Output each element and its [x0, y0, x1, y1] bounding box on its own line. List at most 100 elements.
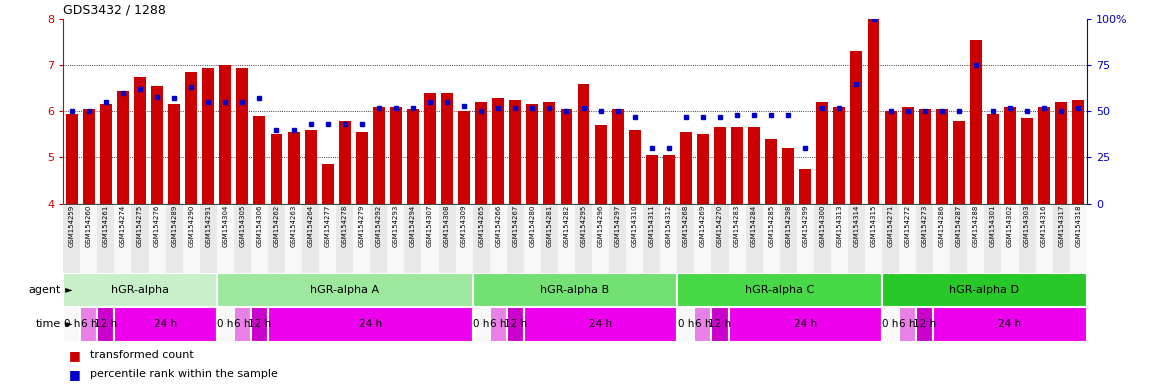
Text: ■: ■	[69, 368, 85, 381]
Bar	[370, 204, 388, 273]
Bar	[270, 134, 283, 204]
Bar	[151, 86, 163, 204]
Bar	[100, 104, 112, 204]
Bar	[882, 273, 1087, 307]
Bar	[422, 204, 438, 273]
Bar	[595, 125, 606, 204]
Bar	[1021, 118, 1033, 204]
Text: GSM154284: GSM154284	[751, 205, 757, 247]
Bar	[83, 109, 94, 204]
Bar	[917, 307, 934, 342]
Text: 24 h: 24 h	[589, 319, 612, 329]
Text: GSM154306: GSM154306	[256, 205, 262, 247]
Bar	[540, 204, 558, 273]
Bar	[200, 204, 216, 273]
Bar	[660, 204, 677, 273]
Text: GSM154264: GSM154264	[307, 205, 314, 247]
Bar	[490, 307, 507, 342]
Bar	[1002, 204, 1019, 273]
Bar	[336, 204, 353, 273]
Bar	[677, 307, 695, 342]
Text: percentile rank within the sample: percentile rank within the sample	[90, 369, 277, 379]
Bar	[695, 307, 712, 342]
Text: GSM154286: GSM154286	[938, 205, 945, 247]
Bar	[253, 116, 266, 204]
Bar	[899, 204, 917, 273]
Bar	[166, 204, 183, 273]
Text: GSM154314: GSM154314	[853, 205, 859, 247]
Text: 12 h: 12 h	[708, 319, 731, 329]
Text: GSM154311: GSM154311	[649, 205, 654, 247]
Text: ■: ■	[69, 349, 85, 362]
Text: GSM154289: GSM154289	[171, 205, 177, 247]
Text: GSM154266: GSM154266	[496, 205, 501, 247]
Bar	[830, 204, 848, 273]
Bar	[680, 132, 692, 204]
Bar	[131, 204, 148, 273]
Bar	[185, 72, 197, 204]
Bar	[677, 273, 882, 307]
Text: 12 h: 12 h	[248, 319, 271, 329]
Text: GSM154310: GSM154310	[631, 205, 638, 247]
Bar	[884, 111, 897, 204]
Bar	[919, 109, 930, 204]
Bar	[81, 204, 98, 273]
Text: GSM154305: GSM154305	[239, 205, 245, 247]
Bar	[322, 164, 334, 204]
Text: 0 h: 0 h	[473, 319, 490, 329]
Text: GSM154308: GSM154308	[444, 205, 450, 247]
Text: GSM154297: GSM154297	[614, 205, 621, 247]
Bar	[183, 204, 200, 273]
Bar	[917, 204, 934, 273]
Bar	[816, 102, 828, 204]
Bar	[355, 132, 368, 204]
Text: GSM154292: GSM154292	[376, 205, 382, 247]
Bar	[934, 307, 1087, 342]
Bar	[627, 204, 643, 273]
Bar	[780, 204, 797, 273]
Bar	[66, 114, 78, 204]
Bar	[1070, 204, 1087, 273]
Text: 24 h: 24 h	[359, 319, 382, 329]
Text: hGR-alpha C: hGR-alpha C	[745, 285, 814, 295]
Text: GSM154261: GSM154261	[102, 205, 109, 247]
Bar	[63, 307, 80, 342]
Bar	[98, 204, 115, 273]
Bar	[1056, 102, 1067, 204]
Bar	[899, 307, 917, 342]
Bar	[524, 307, 677, 342]
Bar	[834, 107, 845, 204]
Bar	[455, 204, 473, 273]
Bar	[98, 307, 115, 342]
Text: 0 h: 0 h	[882, 319, 899, 329]
Text: GSM154273: GSM154273	[921, 205, 928, 247]
Bar	[388, 204, 405, 273]
Bar	[1036, 204, 1052, 273]
Bar	[934, 204, 950, 273]
Bar	[216, 204, 233, 273]
Bar	[475, 102, 488, 204]
Text: GSM154300: GSM154300	[819, 205, 826, 247]
Text: time: time	[36, 319, 61, 329]
Text: GSM154293: GSM154293	[393, 205, 399, 247]
Text: GSM154270: GSM154270	[716, 205, 723, 247]
Text: GSM154298: GSM154298	[785, 205, 791, 247]
Bar	[407, 109, 419, 204]
Text: 24 h: 24 h	[793, 319, 816, 329]
Text: GSM154315: GSM154315	[871, 205, 876, 247]
Text: GSM154290: GSM154290	[189, 205, 194, 247]
Text: GSM154260: GSM154260	[86, 205, 92, 247]
Bar	[867, 19, 880, 204]
Bar	[695, 204, 712, 273]
Text: GSM154288: GSM154288	[973, 205, 979, 247]
Bar	[544, 102, 555, 204]
Text: GSM154274: GSM154274	[120, 205, 126, 247]
Bar	[987, 114, 999, 204]
Bar	[677, 204, 695, 273]
Bar	[1072, 100, 1084, 204]
Text: transformed count: transformed count	[90, 350, 193, 360]
Bar	[251, 307, 268, 342]
Bar	[950, 204, 967, 273]
Text: GSM154259: GSM154259	[69, 205, 75, 247]
Bar	[438, 204, 455, 273]
